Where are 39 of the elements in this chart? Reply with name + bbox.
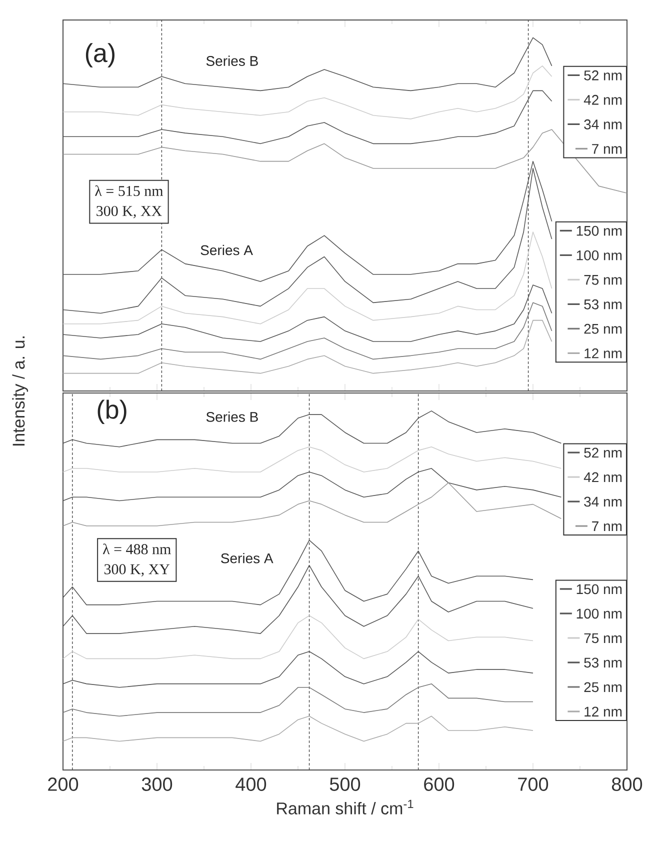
legend-label: 75 nm — [584, 275, 622, 285]
annotation: 300 K, XY — [104, 564, 170, 576]
annotation: (b) — [98, 400, 126, 424]
legend-label: 100 nm — [576, 608, 622, 619]
legend-label: 53 nm — [584, 658, 622, 668]
annotation: 300 K, XX — [96, 206, 162, 218]
x-axis-title: Raman shift / cm$^{-1}$ — [277, 800, 414, 814]
legend-label: 150 nm — [576, 226, 622, 236]
annotation: Series A — [200, 244, 253, 256]
annotation: λ = 488 nm — [102, 544, 171, 554]
legend-label: 7 nm — [592, 521, 622, 532]
legend-label: 25 nm — [584, 324, 622, 334]
legend-label: 100 nm — [576, 250, 622, 260]
x-tick-label: 300 — [142, 778, 172, 791]
x-tick-label: 800 — [612, 778, 642, 791]
annotation: Series B — [206, 56, 258, 66]
annotation: (a) — [86, 43, 114, 68]
legend-label: 34 nm — [584, 119, 622, 130]
legend-label: 12 nm — [584, 706, 622, 716]
legend-label: 25 nm — [584, 682, 622, 692]
x-tick-label: 400 — [236, 778, 266, 791]
x-tick-label: 700 — [518, 778, 548, 791]
annotation: Series A — [221, 552, 274, 564]
annotation: λ = 515 nm — [95, 185, 164, 196]
legend-label: 75 nm — [584, 633, 622, 644]
legend-label: 52 nm — [584, 70, 622, 80]
legend-label: 150 nm — [576, 584, 622, 594]
x-tick-label: 500 — [330, 778, 360, 791]
y-axis-title: Intensity / a. u. — [12, 336, 28, 446]
legend-label: 12 nm — [584, 348, 622, 358]
legend-label: 42 nm — [584, 472, 622, 482]
legend-label: 53 nm — [584, 299, 622, 310]
x-tick-label: 200 — [48, 778, 78, 791]
legend-label: 34 nm — [584, 496, 622, 507]
annotation: Series B — [206, 412, 258, 422]
x-tick-label: 600 — [424, 778, 454, 791]
legend-label: 42 nm — [584, 94, 622, 105]
legend-label: 7 nm — [592, 144, 622, 154]
legend-label: 52 nm — [584, 448, 622, 458]
